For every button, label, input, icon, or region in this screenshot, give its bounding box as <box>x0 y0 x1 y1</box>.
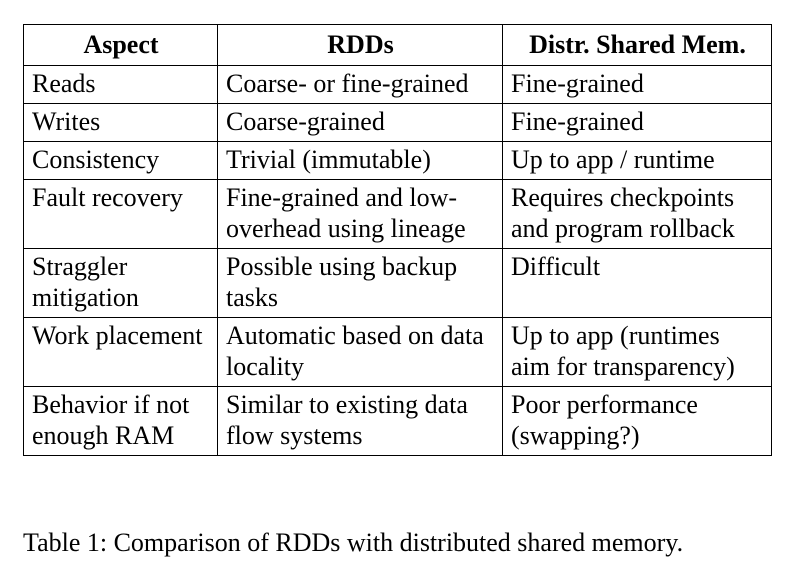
table-row: Reads Coarse- or fine-grained Fine-grain… <box>23 65 772 104</box>
cell-aspect: Reads <box>23 65 218 104</box>
cell-dsm: Requires checkpoints and program rollbac… <box>502 179 772 249</box>
cell-aspect: Behavior if not enough RAM <box>23 386 218 456</box>
comparison-table: Aspect RDDs Distr. Shared Mem. Reads Coa… <box>23 24 772 456</box>
cell-aspect: Straggler mitigation <box>23 248 218 318</box>
cell-aspect: Work placement <box>23 317 218 387</box>
cell-aspect: Consistency <box>23 141 218 180</box>
table-row: Work placement Automatic based on data l… <box>23 317 772 387</box>
cell-dsm: Fine-grained <box>502 103 772 142</box>
cell-dsm: Fine-grained <box>502 65 772 104</box>
cell-rdds: Trivial (immutable) <box>217 141 503 180</box>
cell-dsm: Difficult <box>502 248 772 318</box>
table-row: Writes Coarse-grained Fine-grained <box>23 103 772 142</box>
cell-rdds: Coarse- or fine-grained <box>217 65 503 104</box>
header-rdds: RDDs <box>217 24 503 66</box>
cell-rdds: Fine-grained and low-overhead using line… <box>217 179 503 249</box>
cell-dsm: Up to app / runtime <box>502 141 772 180</box>
cell-aspect: Fault recovery <box>23 179 218 249</box>
table-row: Fault recovery Fine-grained and low-over… <box>23 179 772 249</box>
cell-rdds: Possible using backup tasks <box>217 248 503 318</box>
cell-aspect: Writes <box>23 103 218 142</box>
table-caption: Table 1: Comparison of RDDs with distrib… <box>23 528 684 557</box>
table-row: Straggler mitigation Possible using back… <box>23 248 772 318</box>
table-header-row: Aspect RDDs Distr. Shared Mem. <box>23 24 772 66</box>
cell-rdds: Similar to existing data flow systems <box>217 386 503 456</box>
cell-dsm: Poor performance (swapping?) <box>502 386 772 456</box>
cell-dsm: Up to app (runtimes aim for transparency… <box>502 317 772 387</box>
header-aspect: Aspect <box>23 24 218 66</box>
table-row: Behavior if not enough RAM Similar to ex… <box>23 386 772 456</box>
cell-rdds: Coarse-grained <box>217 103 503 142</box>
cell-rdds: Automatic based on data locality <box>217 317 503 387</box>
comparison-table-container: Aspect RDDs Distr. Shared Mem. Reads Coa… <box>23 24 772 456</box>
table-row: Consistency Trivial (immutable) Up to ap… <box>23 141 772 180</box>
header-dsm: Distr. Shared Mem. <box>502 24 772 66</box>
